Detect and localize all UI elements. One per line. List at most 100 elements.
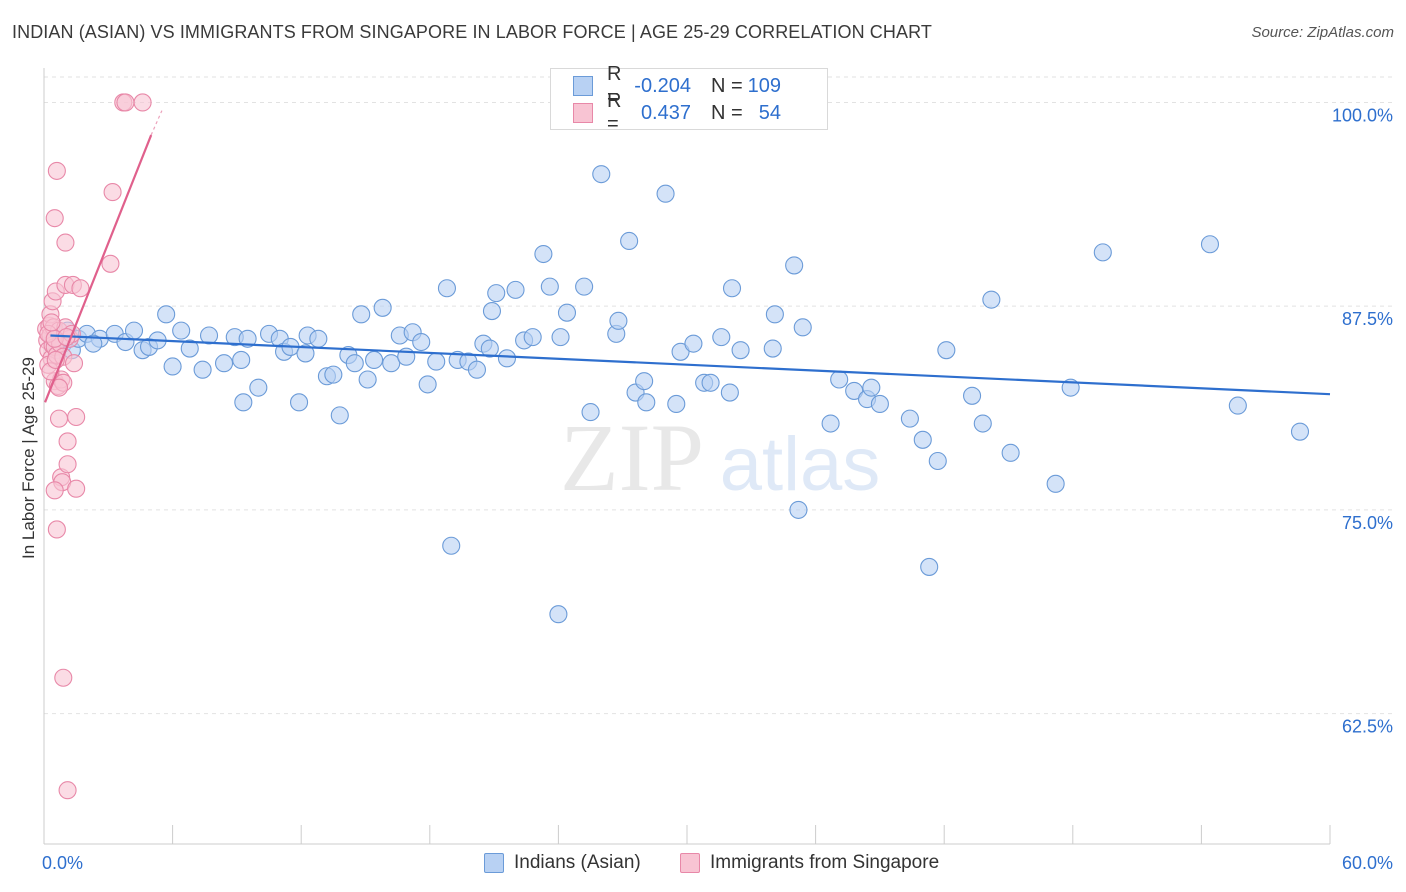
data-point [193, 360, 212, 379]
watermark-atlas: atlas [720, 422, 881, 507]
data-point [352, 305, 371, 324]
data-point [785, 256, 804, 275]
n-label: N = [711, 74, 743, 97]
series-legend-indians[interactable]: Indians (Asian) [484, 852, 641, 874]
series-indians [43, 165, 1310, 624]
data-point [937, 341, 956, 360]
source-credit: Source: ZipAtlas.com [1251, 24, 1394, 41]
data-point [249, 378, 268, 397]
series-name-indians: Indians (Asian) [514, 852, 641, 873]
data-points [37, 93, 1310, 800]
y-tick-label: 100.0% [1332, 105, 1393, 125]
data-point [900, 409, 919, 428]
data-point [47, 520, 66, 539]
data-point [637, 393, 656, 412]
data-point [58, 432, 77, 451]
r-label: R = [607, 90, 622, 135]
data-point [71, 279, 90, 298]
data-point [712, 328, 731, 347]
data-point [763, 339, 782, 358]
r-value-singapore: 0.437 [640, 101, 691, 124]
data-point [101, 254, 120, 273]
x-tick-label: 60.0% [1342, 853, 1393, 873]
data-point [330, 406, 349, 425]
data-point [58, 455, 77, 474]
legend-swatch-indians [573, 76, 593, 96]
data-point [116, 93, 135, 112]
data-point [238, 329, 257, 348]
data-point [232, 350, 251, 370]
data-point [540, 277, 559, 296]
data-point [1001, 443, 1020, 462]
data-point [1290, 422, 1310, 441]
data-point [172, 321, 191, 340]
data-point [365, 350, 384, 370]
data-point [963, 386, 982, 405]
data-point [427, 352, 446, 371]
data-point [42, 313, 61, 332]
data-point [1200, 235, 1220, 254]
data-point [671, 342, 690, 361]
data-point [467, 360, 487, 379]
data-point [67, 479, 86, 498]
data-point [234, 393, 253, 412]
legend-swatch-singapore [573, 103, 593, 123]
data-point [133, 93, 152, 112]
data-point [45, 209, 64, 228]
data-point [667, 394, 686, 414]
data-point [84, 334, 103, 353]
data-point [358, 370, 377, 389]
y-tick-label: 62.5% [1342, 717, 1393, 737]
data-point [609, 311, 628, 330]
data-point [1093, 243, 1112, 262]
data-point [913, 430, 932, 449]
data-point [480, 339, 499, 358]
data-point [373, 298, 392, 317]
series-swatch-indians [484, 853, 504, 873]
data-point [412, 332, 431, 352]
data-point [54, 668, 73, 687]
data-point [58, 781, 77, 800]
series-singapore [37, 93, 152, 800]
data-point [534, 244, 553, 264]
legend-row-indians: R = -0.204 N = 109 [573, 63, 781, 108]
data-point [549, 605, 568, 624]
data-point [523, 328, 542, 347]
series-legend-singapore[interactable]: Immigrants from Singapore [680, 852, 939, 874]
data-point [309, 329, 328, 348]
data-point [45, 481, 64, 500]
trend-extension-1 [150, 110, 163, 136]
n-value-singapore: 54 [758, 101, 781, 124]
chart-title: INDIAN (ASIAN) VS IMMIGRANTS FROM SINGAP… [12, 22, 932, 42]
data-point [103, 183, 122, 202]
y-tick-label: 87.5% [1342, 309, 1393, 329]
data-point [862, 378, 881, 397]
data-point [487, 284, 506, 303]
legend-row-singapore: R = 0.437 N = 54 [573, 90, 781, 135]
data-point [765, 305, 784, 324]
series-name-singapore: Immigrants from Singapore [710, 852, 940, 873]
data-point [575, 277, 594, 296]
data-point [124, 321, 144, 340]
data-point [928, 451, 947, 471]
data-point [551, 328, 570, 347]
data-point [157, 305, 176, 324]
r-value-indians: -0.204 [634, 74, 691, 97]
data-point [199, 326, 219, 345]
data-point [845, 381, 864, 400]
data-point [163, 357, 182, 376]
data-point [56, 233, 75, 252]
data-point [442, 536, 461, 555]
data-point [67, 407, 86, 427]
data-point [64, 354, 84, 373]
data-point [1046, 474, 1065, 493]
data-point [324, 365, 343, 384]
y-axis-label: In Labor Force | Age 25-29 [19, 357, 38, 559]
x-tick-label: 0.0% [42, 853, 83, 873]
data-point [506, 280, 525, 299]
data-point [437, 279, 456, 298]
y-tick-label: 75.0% [1342, 513, 1393, 533]
trend-lines [44, 110, 1331, 403]
axis-labels: 100.0% 87.5% 75.0% 62.5% 0.0% 60.0% [42, 105, 1393, 873]
